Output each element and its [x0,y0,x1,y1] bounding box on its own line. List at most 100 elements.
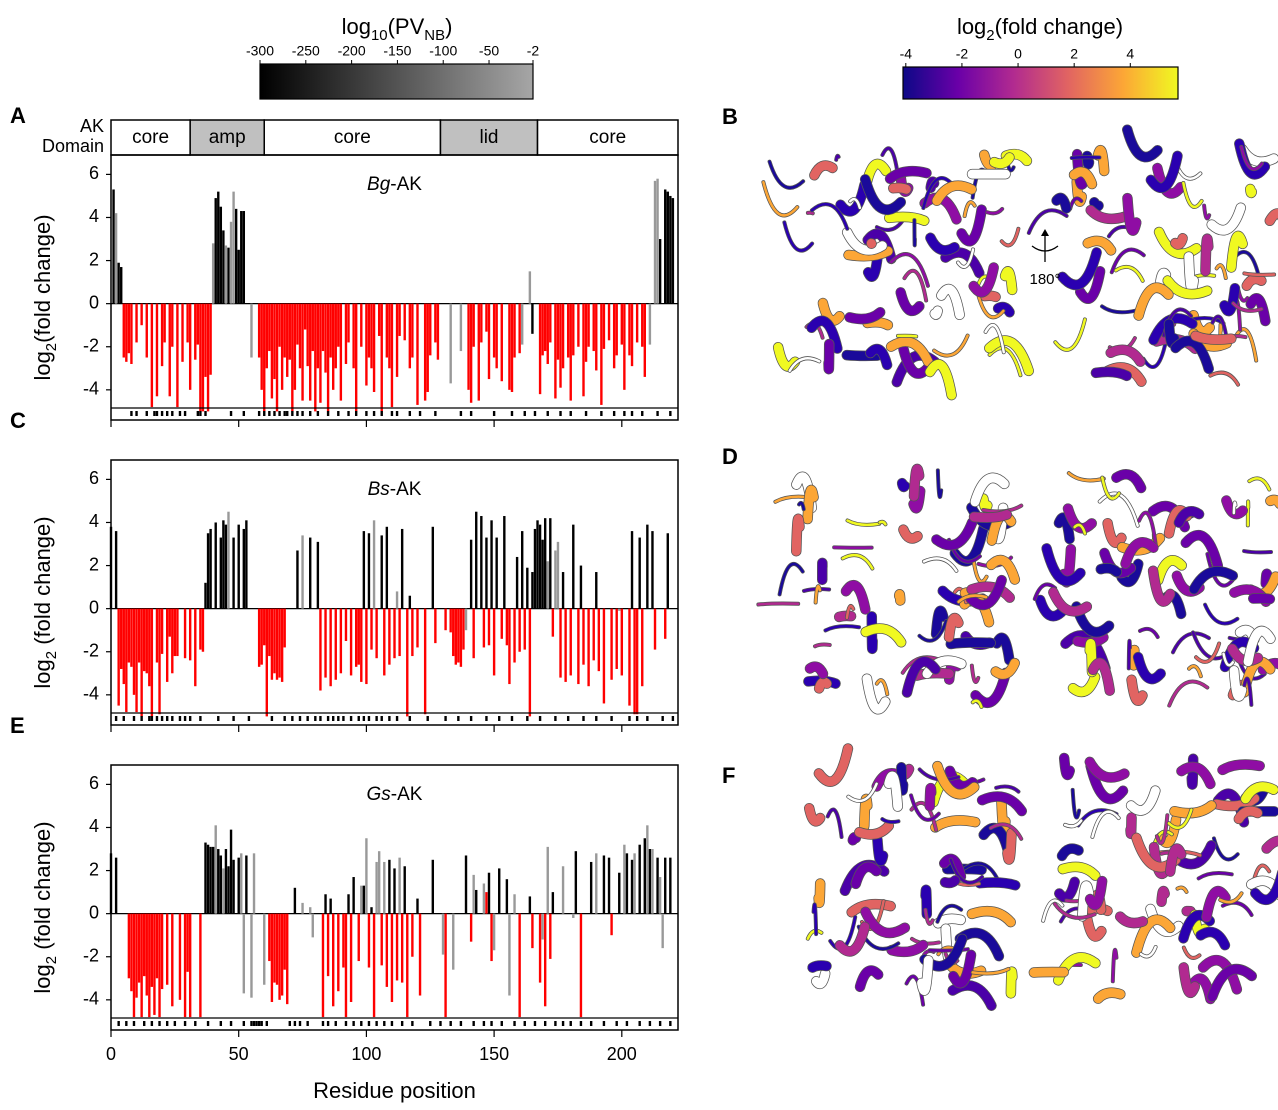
ribbon [819,884,821,903]
site-mark [268,411,270,416]
ribbon [819,682,827,688]
y-axis-label: log2 (fold change) [30,821,61,993]
bar [263,304,265,412]
ribbon [941,289,959,315]
bar [340,609,342,674]
ribbon [1101,568,1117,572]
bar [483,883,485,913]
bar [562,304,564,369]
site-mark [140,716,142,721]
bar [513,304,515,358]
bar [437,304,439,360]
bar [250,304,252,358]
bar [365,304,367,386]
bar [449,609,451,633]
bar [651,849,653,914]
site-mark [133,1021,135,1026]
bar [557,542,559,609]
ribbon [758,604,798,605]
site-mark [166,1021,168,1026]
ribbon [893,188,906,189]
site-mark [600,411,602,416]
bar [266,609,268,717]
bar [672,198,674,304]
bar [472,609,474,659]
bar [363,531,365,609]
protein-structure [1029,130,1278,385]
text-part: (fold change) [30,214,55,342]
bar [217,192,219,304]
y-tick-label: 6 [89,773,99,793]
bar [444,609,446,631]
site-mark [197,411,199,416]
bar [204,583,206,609]
bar [572,525,574,609]
ribbon [1138,657,1161,679]
panel-label: A [10,103,26,128]
bar [235,209,237,304]
ribbon [1055,319,1085,349]
bar [268,609,270,656]
bar [225,849,227,914]
bar [199,914,201,1017]
site-mark [230,1021,232,1026]
ribbon [901,767,903,790]
bar [230,830,232,914]
bar [393,868,395,913]
site-mark [345,1021,347,1026]
bar [628,304,630,356]
bar [493,609,495,676]
ribbon [1129,641,1130,668]
bar [613,304,615,369]
site-mark [472,1021,474,1026]
bar [368,304,370,358]
bar [664,858,666,914]
bar [628,609,630,706]
y-tick-label: 0 [89,902,99,922]
site-mark [342,716,344,721]
bar [169,304,171,397]
site-mark [409,716,411,721]
site-mark [133,716,135,721]
site-mark [248,716,250,721]
bar [631,531,633,609]
ribbon [903,530,917,539]
bar [342,914,344,968]
bar [669,858,671,914]
bar [232,538,234,609]
bar [345,304,347,364]
bar [309,538,311,609]
bar [536,520,538,608]
bar [327,304,329,412]
bar [322,914,324,1017]
bar [398,609,400,656]
bar [580,566,582,609]
bar [337,914,339,992]
ribbon [1270,500,1278,504]
ribbon [1091,210,1125,219]
ribbon [796,519,799,551]
site-mark [570,411,572,416]
site-mark [626,1021,628,1026]
site-mark [363,716,365,721]
bar [646,525,648,609]
bar [169,609,171,637]
text-part: (fold change) [30,821,55,956]
ribbon [1235,252,1259,274]
bar [143,609,145,671]
ribbon [770,162,804,188]
ribbon [1029,210,1067,233]
site-mark [207,1021,209,1026]
ribbon [1244,273,1274,274]
bar [449,304,451,384]
bar [352,304,354,369]
ribbon [974,515,1007,518]
bar [381,535,383,608]
site-mark [230,411,232,416]
bar [148,914,150,1017]
site-mark [559,411,561,416]
colorbar-tick-label: -200 [338,43,366,59]
ribbon [1223,765,1260,770]
bar [406,609,408,717]
site-mark [547,411,549,416]
